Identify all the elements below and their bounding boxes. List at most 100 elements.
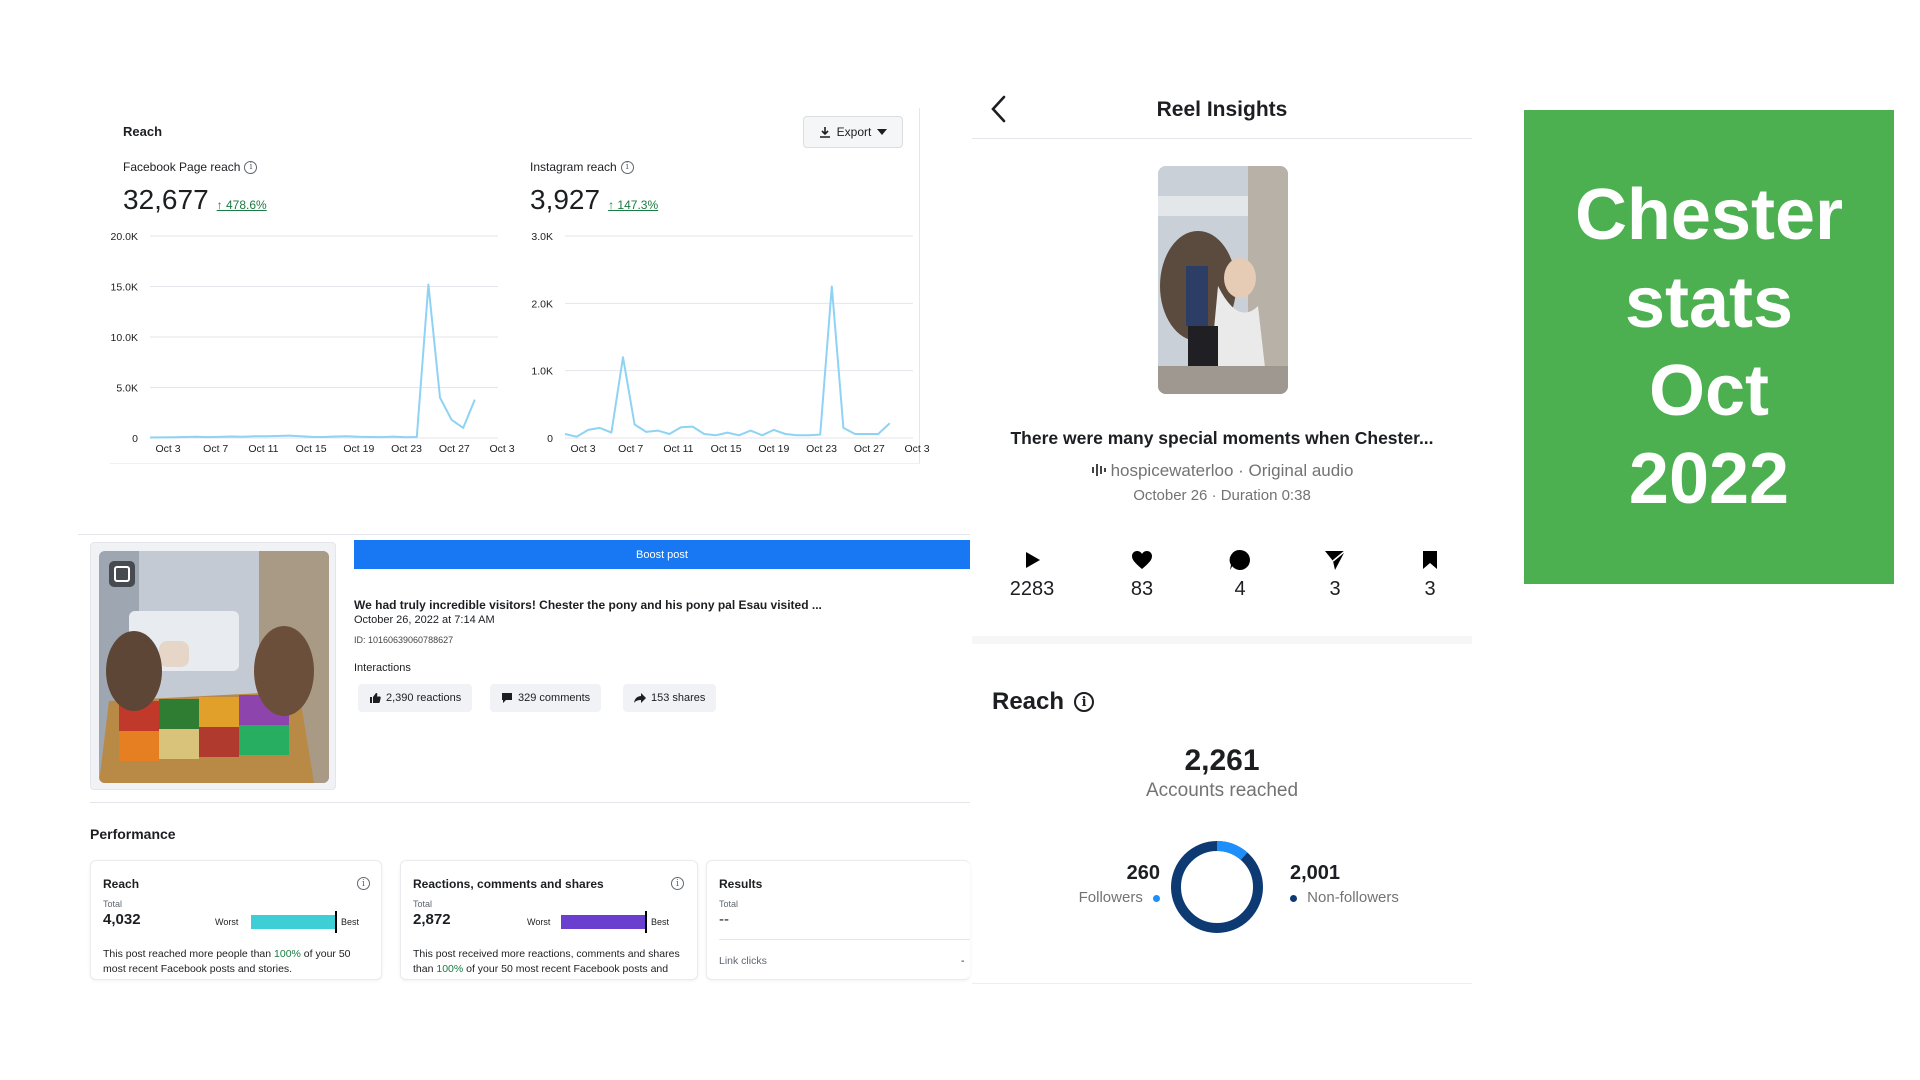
y-tick-label: 2.0K [531,298,553,310]
bottom-divider [972,983,1472,984]
engagement-performance-card[interactable]: Reactions, comments and shares i Total 2… [400,860,698,980]
x-tick-label: Oct 11 [248,443,278,455]
instagram-reach-change-value: 147.3% [617,198,659,212]
shares-stat: 3 [1295,546,1375,601]
send-icon [1325,550,1346,570]
y-tick-label: 5.0K [116,383,138,395]
instagram-reach-metric: 3,927 ↑ 147.3% [530,184,658,216]
followers-dot-icon [1153,894,1160,902]
section-divider [972,636,1472,644]
info-icon[interactable]: i [671,877,684,890]
card-total-value: 2,872 [413,911,451,928]
post-id: ID: 10160639060788627 [354,635,454,645]
reel-caption: There were many special moments when Che… [1010,428,1434,448]
card-total-label: Total [719,899,739,909]
comments-stat: 4 [1200,546,1280,601]
facebook-reach-metric: 32,677 ↑ 478.6% [123,184,267,216]
saves-stat: 3 [1390,546,1470,601]
x-tick-label: Oct 23 [806,443,837,455]
title-line: stats [1624,263,1794,343]
desc-percent: 100% [436,963,464,975]
x-tick-label: Oct 19 [343,443,374,455]
performance-divider [90,802,970,803]
title-line: 2022 [1628,439,1790,519]
instagram-reach-change: ↑ 147.3% [608,198,659,212]
desc-text: This post received more reactions, comme… [413,948,680,975]
export-label: Export [836,125,872,139]
post-thumbnail [99,551,329,783]
boost-post-button[interactable]: Boost post [354,540,970,569]
card-total-value: -- [719,911,729,928]
title-card: Chester stats Oct 2022 [1524,110,1894,584]
x-tick-label: Oct 3 [489,443,514,455]
facebook-reach-label-text: Facebook Page reach [123,160,241,174]
info-icon[interactable]: i [357,877,370,890]
reel-reach-heading-text: Reach [992,688,1065,715]
info-icon[interactable]: i [620,160,634,174]
share-arrow-icon [634,693,646,703]
desc-text: of your 50 most recent Facebook posts an… [103,948,351,975]
interactions-label: Interactions [354,662,411,674]
card-title: Results [719,877,763,891]
reactions-count: 2,390 reactions [386,692,462,704]
reel-insights-title: Reel Insights [1156,98,1288,121]
post-photo-illustration [99,551,329,783]
export-button[interactable]: Export [803,116,903,148]
thumbs-up-icon [370,693,381,703]
play-icon [1026,552,1040,568]
reel-audio[interactable]: hospicewaterloo · Original audio [972,461,1472,481]
donut-followers-arc [1171,841,1263,933]
card-title: Reactions, comments and shares [413,877,604,891]
y-tick-label: 0 [547,433,553,445]
comments-pill[interactable]: 329 comments [490,684,602,712]
info-icon[interactable]: i [1074,692,1095,712]
reel-audio-text: hospicewaterloo · Original audio [1110,461,1354,480]
facebook-reach-chart: 20.0K 15.0K 10.0K 5.0K 0 Oct 3 Oct 7 Oct 11 Oct … [111,231,515,455]
x-tick-label: Oct 7 [203,443,228,455]
card-title: Reach [103,877,140,891]
x-tick-label: Oct 11 [663,443,693,455]
title-line: Oct [1648,351,1769,431]
likes-value: 83 [1130,578,1154,600]
y-tick-label: 1.0K [531,366,553,378]
donut-non-followers-arc [1171,841,1263,933]
shares-count: 153 shares [651,692,706,704]
comments-count: 329 comments [518,692,591,704]
card-description: This post reached more people than 100% … [103,947,373,977]
reactions-pill[interactable]: 2,390 reactions [358,684,473,712]
x-tick-label: Oct 27 [439,443,470,455]
info-icon[interactable]: i [244,160,258,174]
y-tick-label: 20.0K [111,231,138,243]
x-tick-label: Oct 27 [854,443,885,455]
likes-stat: 83 [1102,546,1182,601]
series-line [149,283,476,439]
followers-donut-chart [1171,841,1263,933]
instagram-reach-label: Instagram reach i [530,160,634,174]
engagement-comparison-bar [561,915,645,929]
post-text[interactable]: We had truly incredible visitors! Cheste… [354,598,822,612]
facebook-reach-label: Facebook Page reach i [123,160,258,174]
comment-icon [1229,549,1250,570]
back-arrow-icon[interactable] [988,94,1010,124]
x-tick-label: Oct 15 [711,443,742,455]
post-date: October 26, 2022 at 7:14 AM [354,614,495,626]
header-divider [972,138,1472,139]
reel-thumbnail[interactable] [1158,166,1288,394]
series-line [564,285,891,438]
comment-bubble-icon [502,693,512,703]
shares-pill[interactable]: 153 shares [623,684,717,712]
post-thumbnail-frame[interactable] [90,542,336,790]
instagram-reach-value: 3,927 [530,184,601,215]
reel-insights-panel: Reel Insights There were many special mo… [972,88,1472,988]
shares-value: 3 [1329,578,1341,600]
download-icon [819,127,830,138]
bookmark-icon [1423,551,1437,569]
non-followers-legend: Non-followers [1290,889,1399,906]
plays-stat: 2283 [992,546,1072,601]
x-tick-label: Oct 7 [618,443,643,455]
results-performance-card[interactable]: Results Total -- Link clicks - [706,860,970,980]
reach-panel: Reach Export Facebook Page reach i 32,67… [110,108,930,464]
reach-performance-card[interactable]: Reach i Total 4,032 Worst Best This post… [90,860,382,980]
instagram-reach-chart: 3.0K 2.0K 1.0K 0 Oct 3 Oct 7 Oct 11 Oct 15 Oct 1… [531,231,929,455]
results-divider [719,939,970,940]
